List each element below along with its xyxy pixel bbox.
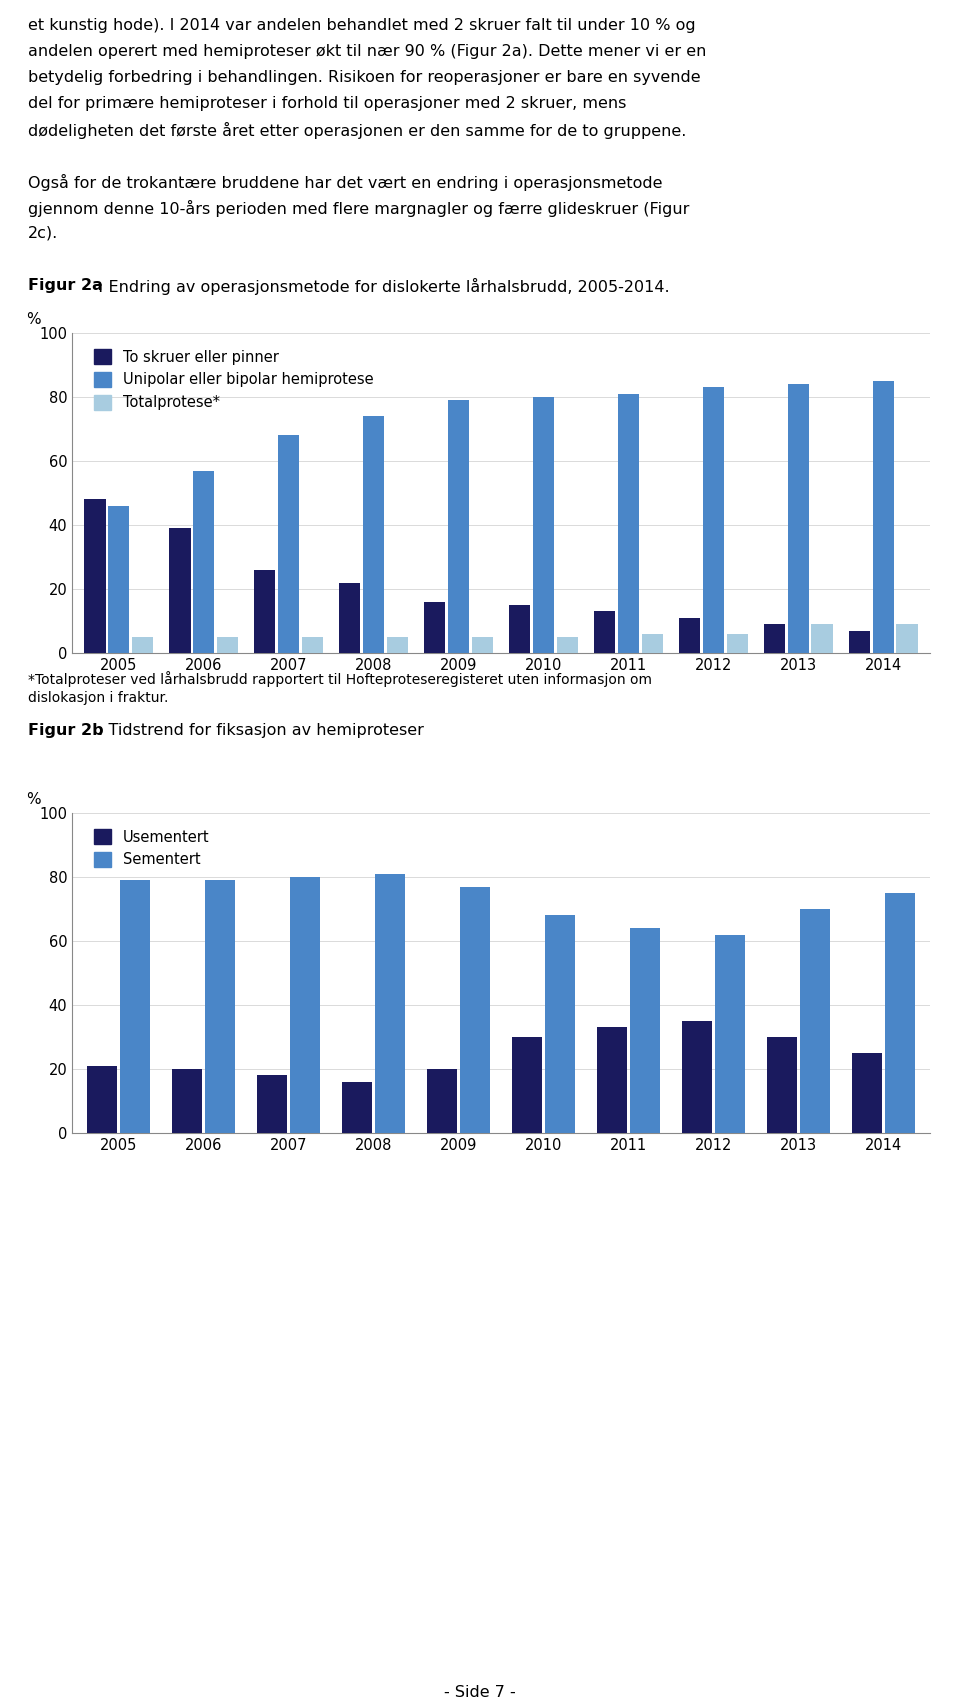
Text: : Tidstrend for fiksasjon av hemiproteser: : Tidstrend for fiksasjon av hemiprotese… [98,722,424,738]
Bar [257,1075,287,1133]
Bar [800,908,829,1133]
Bar [885,893,915,1133]
Bar [254,569,276,653]
Text: betydelig forbedring i behandlingen. Risikoen for reoperasjoner er bare en syven: betydelig forbedring i behandlingen. Ris… [28,70,701,85]
Bar [108,506,130,653]
Bar [193,470,214,653]
Text: *Totalproteser ved lårhalsbrudd rapportert til Hofteproteseregisteret uten infor: *Totalproteser ved lårhalsbrudd rapporte… [28,671,652,687]
Bar [545,915,575,1133]
Bar [169,528,190,653]
Y-axis label: %: % [26,312,40,327]
Bar [427,1068,457,1133]
Bar [811,624,832,653]
Bar [87,1065,117,1133]
Bar [727,634,748,653]
Bar [339,583,360,653]
Bar [682,1021,711,1133]
Text: dødeligheten det første året etter operasjonen er den samme for de to gruppene.: dødeligheten det første året etter opera… [28,123,686,140]
Bar [301,637,323,653]
Text: et kunstig hode). I 2014 var andelen behandlet med 2 skruer falt til under 10 % : et kunstig hode). I 2014 var andelen beh… [28,19,696,32]
Text: - Side 7 -: - Side 7 - [444,1685,516,1701]
Bar [764,624,785,653]
Legend: To skruer eller pinner, Unipolar eller bipolar hemiprotese, Totalprotese*: To skruer eller pinner, Unipolar eller b… [88,344,379,416]
Bar [512,1038,541,1133]
Text: andelen operert med hemiproteser økt til nær 90 % (Figur 2a). Dette mener vi er : andelen operert med hemiproteser økt til… [28,44,707,60]
Bar [172,1068,202,1133]
Bar [594,612,615,653]
Bar [217,637,238,653]
Bar [132,637,154,653]
Bar [278,436,300,653]
Bar [205,881,235,1133]
Bar [641,634,662,653]
Bar [509,605,530,653]
Bar [342,1082,372,1133]
Text: Figur 2a: Figur 2a [28,278,103,293]
Text: : Endring av operasjonsmetode for dislokerte lårhalsbrudd, 2005-2014.: : Endring av operasjonsmetode for dislok… [98,278,670,295]
Bar [767,1038,797,1133]
Bar [715,934,745,1133]
Bar [387,637,408,653]
Bar [375,874,405,1133]
Text: dislokasjon i fraktur.: dislokasjon i fraktur. [28,692,168,705]
Bar [849,630,870,653]
Bar [460,886,490,1133]
Bar [703,387,724,653]
Bar [873,382,894,653]
Bar [618,394,639,653]
Y-axis label: %: % [26,792,40,806]
Bar [448,400,469,653]
Bar [471,637,492,653]
Bar [120,881,150,1133]
Bar [533,397,554,653]
Bar [788,383,809,653]
Bar [852,1053,881,1133]
Legend: Usementert, Sementert: Usementert, Sementert [88,823,215,872]
Bar [597,1028,627,1133]
Bar [897,624,918,653]
Bar [679,619,700,653]
Text: gjennom denne 10-års perioden med flere margnagler og færre glideskruer (Figur: gjennom denne 10-års perioden med flere … [28,199,689,216]
Text: Også for de trokantære bruddene har det vært en endring i operasjonsmetode: Også for de trokantære bruddene har det … [28,174,662,191]
Bar [424,602,445,653]
Bar [557,637,578,653]
Bar [363,416,384,653]
Bar [630,929,660,1133]
Text: del for primære hemiproteser i forhold til operasjoner med 2 skruer, mens: del for primære hemiproteser i forhold t… [28,95,626,111]
Text: Figur 2b: Figur 2b [28,722,104,738]
Bar [84,499,106,653]
Bar [290,878,320,1133]
Text: 2c).: 2c). [28,227,59,240]
